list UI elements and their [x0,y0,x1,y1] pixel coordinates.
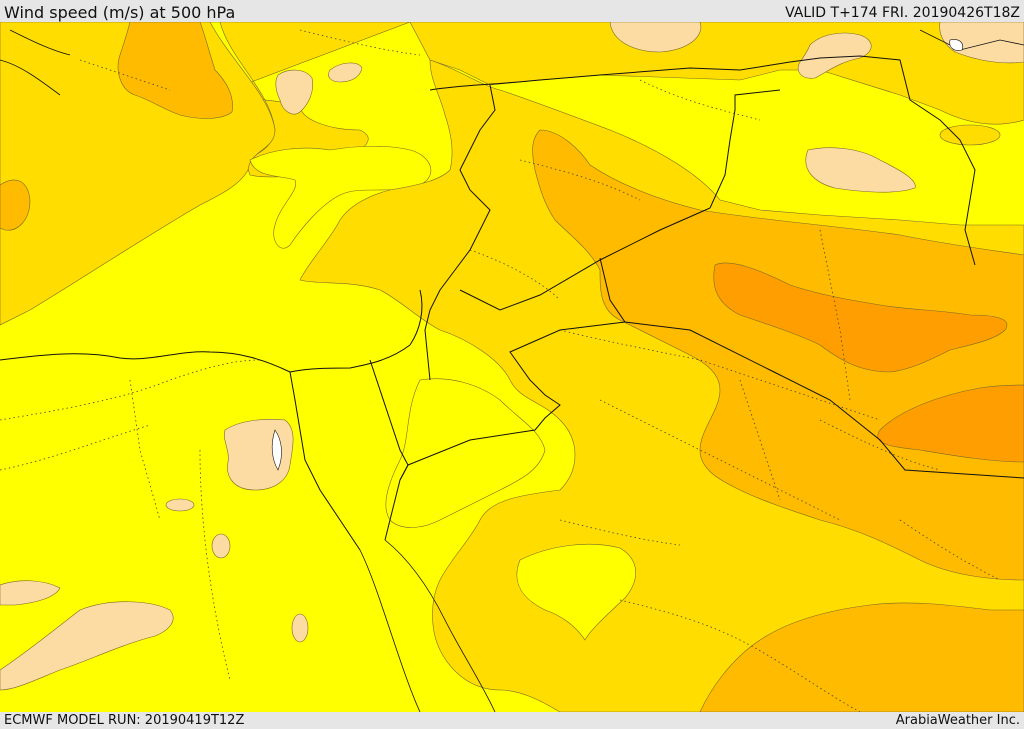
band-max-iraq [713,262,1008,373]
band-weak-8 [275,69,313,115]
band-weak-2 [609,22,702,53]
band-weak-5 [224,419,294,491]
band-strong-westedge [0,179,31,231]
band-weak-1 [805,147,916,193]
band-weak-10 [165,498,195,512]
band-weak-6 [0,601,174,691]
band-mid-levant [299,59,1024,712]
valid-time: VALID T+174 FRI. 20190426T18Z [785,5,1020,21]
header-bar: Wind speed (m/s) at 500 hPa VALID T+174 … [0,0,1024,22]
caspian-edge [949,39,963,51]
band-max-gulf [877,384,1024,463]
band-strong-east [532,129,1024,581]
band-strong-south [699,602,1024,712]
wind-speed-map [0,22,1024,712]
band-weak-11 [211,533,231,559]
band-light-cyprus [249,145,432,249]
band-strong-turkey [117,22,233,119]
map-title: Wind speed (m/s) at 500 hPa [4,3,236,22]
band-light-hejaz [516,543,636,641]
band-weak-13 [939,124,1001,146]
band-weak-9 [328,62,363,83]
band-weak-12 [291,613,309,643]
band-weak-4 [939,22,1024,64]
model-run: ECMWF MODEL RUN: 20190419T12Z [4,713,245,728]
credit: ArabiaWeather Inc. [895,713,1020,728]
band-light-jordan [385,378,546,528]
band-weak-7 [0,580,61,606]
footer-bar: ECMWF MODEL RUN: 20190419T12Z ArabiaWeat… [0,712,1024,729]
lake-nasser-shape [271,429,282,471]
